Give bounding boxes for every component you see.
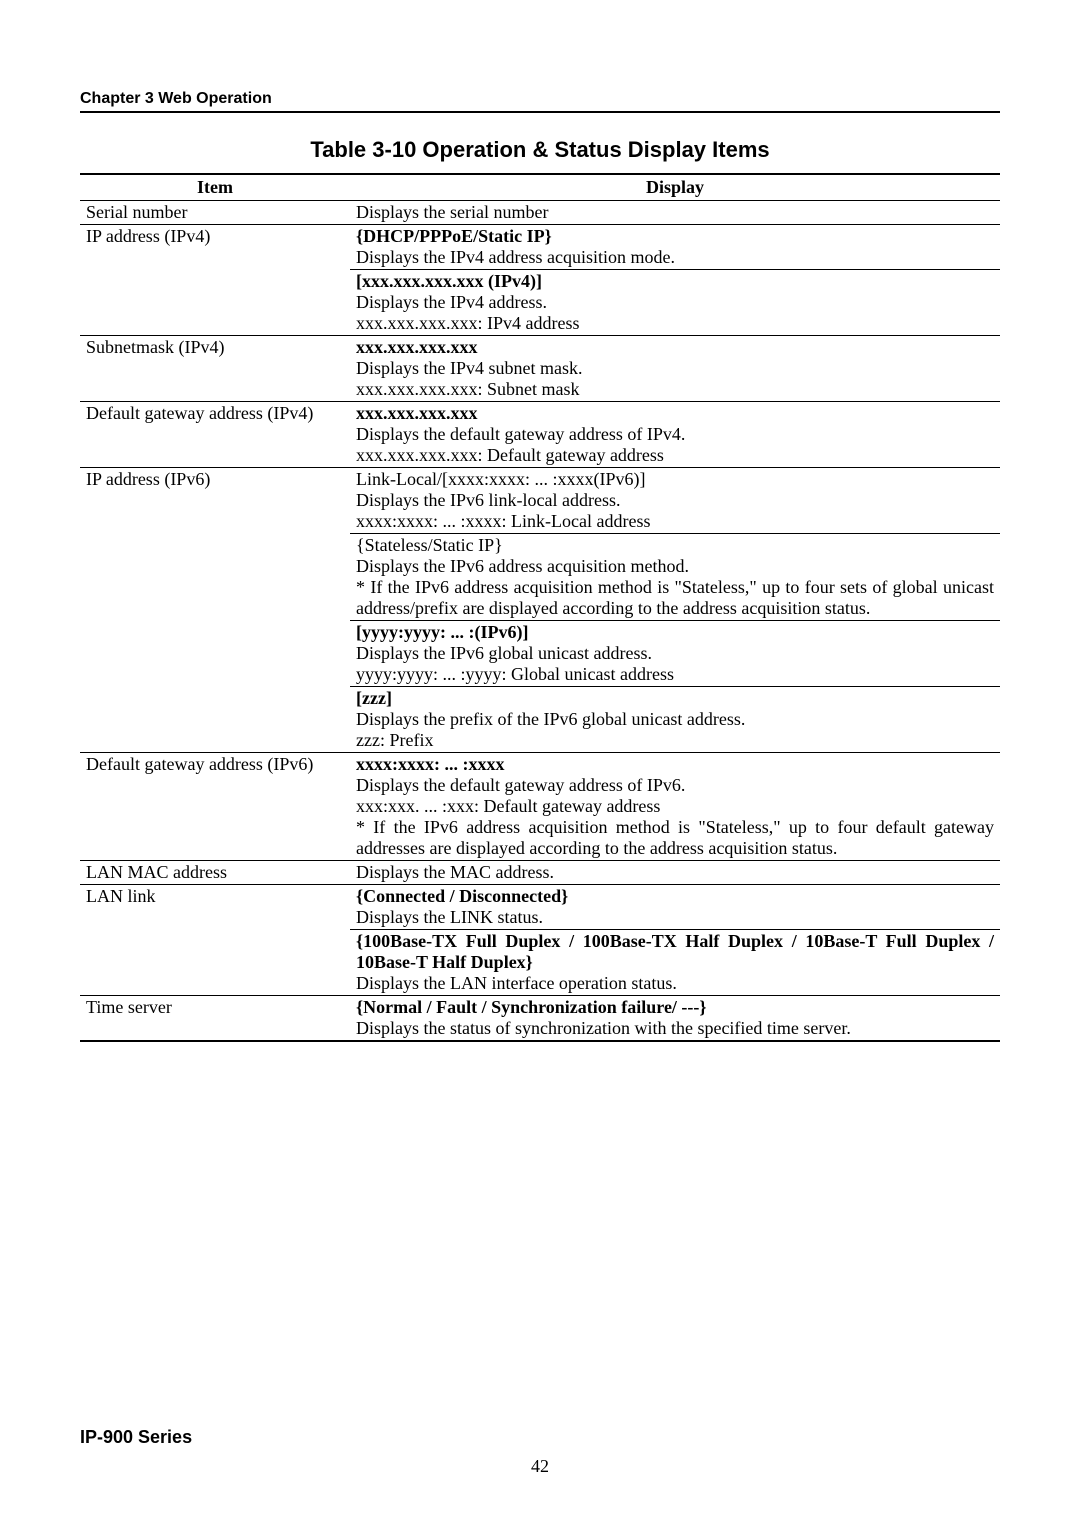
bold-text: xxx.xxx.xxx.xxx (356, 337, 478, 357)
cell-display: [zzz] Displays the prefix of the IPv6 gl… (350, 687, 1000, 753)
table-title: Table 3-10 Operation & Status Display It… (80, 137, 1000, 163)
table-row: IP address (IPv4) {DHCP/PPPoE/Static IP}… (80, 225, 1000, 270)
bold-text: xxx.xxx.xxx.xxx (356, 403, 478, 423)
cell-display: Link-Local/[xxxx:xxxx: ... :xxxx(IPv6)] … (350, 468, 1000, 534)
cell-display: {100Base-TX Full Duplex / 100Base-TX Hal… (350, 930, 1000, 996)
series-label: IP-900 Series (80, 1427, 1000, 1448)
bold-text: [xxx.xxx.xxx.xxx (IPv4)] (356, 271, 542, 291)
table-row: IP address (IPv6) Link-Local/[xxxx:xxxx:… (80, 468, 1000, 534)
text: Displays the IPv6 address acquisition me… (356, 556, 689, 576)
text: Displays the status of synchronization w… (356, 1018, 851, 1038)
text: Displays the LINK status. (356, 907, 543, 927)
cell-item: Default gateway address (IPv6) (80, 753, 350, 861)
bold-text: {Connected / Disconnected} (356, 886, 568, 906)
cell-display: Displays the serial number (350, 201, 1000, 225)
table-row: Serial number Displays the serial number (80, 201, 1000, 225)
cell-item: LAN link (80, 885, 350, 996)
cell-display: [yyyy:yyyy: ... :(IPv6)] Displays the IP… (350, 621, 1000, 687)
table-row: Subnetmask (IPv4) xxx.xxx.xxx.xxx Displa… (80, 336, 1000, 402)
text: xxx.xxx.xxx.xxx: IPv4 address (356, 313, 580, 333)
table-row: Time server {Normal / Fault / Synchroniz… (80, 996, 1000, 1042)
table-row: Default gateway address (IPv4) xxx.xxx.x… (80, 402, 1000, 468)
chapter-header: Chapter 3 Web Operation (80, 90, 1000, 113)
text: yyyy:yyyy: ... :yyyy: Global unicast add… (356, 664, 674, 684)
text: xxx.xxx.xxx.xxx: Default gateway address (356, 445, 664, 465)
bold-text: xxxx:xxxx: ... :xxxx (356, 754, 504, 774)
bold-text: [yyyy:yyyy: ... :(IPv6)] (356, 622, 528, 642)
text: zzz: Prefix (356, 730, 433, 750)
table-header-row: Item Display (80, 174, 1000, 201)
table-row: LAN link {Connected / Disconnected} Disp… (80, 885, 1000, 930)
text: xxx:xxx. ... :xxx: Default gateway addre… (356, 796, 660, 816)
cell-item: IP address (IPv6) (80, 468, 350, 753)
cell-display: xxx.xxx.xxx.xxx Displays the IPv4 subnet… (350, 336, 1000, 402)
cell-item: Time server (80, 996, 350, 1042)
text: Displays the default gateway address of … (356, 775, 685, 795)
status-table: Item Display Serial number Displays the … (80, 173, 1000, 1042)
cell-item: Default gateway address (IPv4) (80, 402, 350, 468)
text: {Stateless/Static IP} (356, 535, 503, 555)
text: Displays the default gateway address of … (356, 424, 685, 444)
text: Link-Local/[xxxx:xxxx: ... :xxxx(IPv6)] (356, 469, 645, 489)
text: Displays the LAN interface operation sta… (356, 973, 677, 993)
text: Displays the IPv4 subnet mask. (356, 358, 583, 378)
cell-display: xxx.xxx.xxx.xxx Displays the default gat… (350, 402, 1000, 468)
cell-item: Subnetmask (IPv4) (80, 336, 350, 402)
cell-display: {Connected / Disconnected} Displays the … (350, 885, 1000, 930)
page: Chapter 3 Web Operation Table 3-10 Opera… (0, 0, 1080, 1527)
text: Displays the prefix of the IPv6 global u… (356, 709, 745, 729)
cell-display: [xxx.xxx.xxx.xxx (IPv4)] Displays the IP… (350, 270, 1000, 336)
text: xxxx:xxxx: ... :xxxx: Link-Local address (356, 511, 650, 531)
bold-text: {100Base-TX Full Duplex / 100Base-TX Hal… (356, 931, 994, 972)
col-display: Display (350, 174, 1000, 201)
table-row: LAN MAC address Displays the MAC address… (80, 861, 1000, 885)
cell-display: {Stateless/Static IP} Displays the IPv6 … (350, 534, 1000, 621)
bold-text: [zzz] (356, 688, 392, 708)
cell-display: Displays the MAC address. (350, 861, 1000, 885)
cell-item: LAN MAC address (80, 861, 350, 885)
table-row: Default gateway address (IPv6) xxxx:xxxx… (80, 753, 1000, 861)
cell-item: IP address (IPv4) (80, 225, 350, 336)
text: * If the IPv6 address acquisition method… (356, 577, 994, 618)
text: xxx.xxx.xxx.xxx: Subnet mask (356, 379, 580, 399)
text: * If the IPv6 address acquisition method… (356, 817, 994, 858)
text: Displays the IPv6 link-local address. (356, 490, 620, 510)
page-number: 42 (80, 1456, 1000, 1477)
text: Displays the IPv6 global unicast address… (356, 643, 652, 663)
cell-display: {DHCP/PPPoE/Static IP} Displays the IPv4… (350, 225, 1000, 270)
text: Displays the IPv4 address acquisition mo… (356, 247, 675, 267)
cell-display: xxxx:xxxx: ... :xxxx Displays the defaul… (350, 753, 1000, 861)
page-footer: IP-900 Series 42 (80, 1427, 1000, 1477)
cell-display: {Normal / Fault / Synchronization failur… (350, 996, 1000, 1042)
cell-item: Serial number (80, 201, 350, 225)
bold-text: {DHCP/PPPoE/Static IP} (356, 226, 552, 246)
bold-text: {Normal / Fault / Synchronization failur… (356, 997, 707, 1017)
col-item: Item (80, 174, 350, 201)
text: Displays the IPv4 address. (356, 292, 547, 312)
